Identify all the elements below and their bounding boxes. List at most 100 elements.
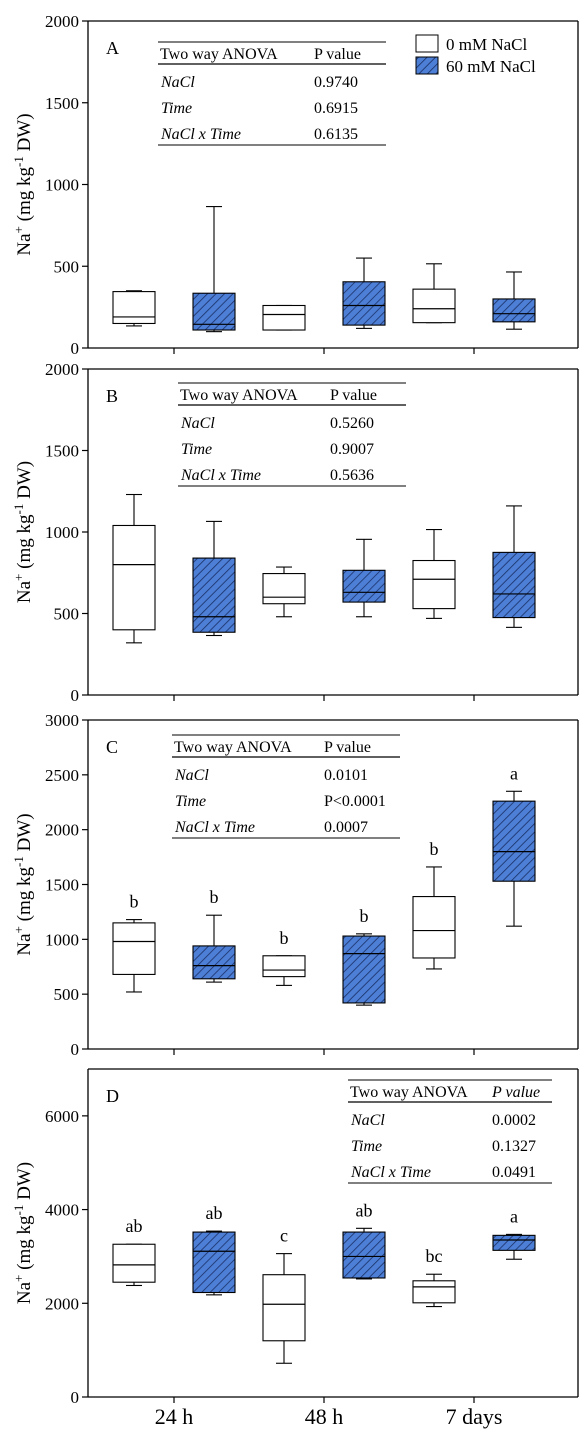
legend-swatch-control xyxy=(415,34,439,53)
y-axis-label-superscript: + xyxy=(11,226,26,233)
box-salt xyxy=(342,538,386,618)
y-axis-label-part: (mg kg xyxy=(14,866,35,926)
box-salt xyxy=(192,520,236,637)
anova-row-effect: NaCl xyxy=(174,767,209,784)
y-tick-label: 500 xyxy=(54,985,80,1004)
y-tick-label: 1000 xyxy=(45,523,79,542)
legend-swatch-salt xyxy=(415,56,439,75)
box-iqr xyxy=(342,1231,386,1279)
panel-letter: B xyxy=(106,386,118,406)
significance-letter: ab xyxy=(356,1200,373,1220)
anova-header-pvalue: P value xyxy=(491,1084,540,1101)
y-tick-label: 2500 xyxy=(45,766,79,785)
anova-row-pvalue: 0.9007 xyxy=(330,441,374,458)
y-axis-label-superscript: + xyxy=(11,926,26,933)
significance-letter: ab xyxy=(206,1203,223,1223)
anova-table: Two way ANOVA P value NaCl 0.0002 Time 0.1327… xyxy=(348,1079,552,1184)
anova-row-effect: Time xyxy=(351,1138,382,1155)
box-iqr xyxy=(412,559,456,610)
box-iqr xyxy=(492,800,536,882)
significance-letter: b xyxy=(130,892,139,912)
significance-letter: a xyxy=(510,1206,518,1226)
y-axis-label-part: (mg kg xyxy=(14,166,35,226)
box-iqr xyxy=(412,896,456,959)
y-axis-label-superscript: + xyxy=(11,574,26,581)
box-control xyxy=(262,304,306,331)
anova-row-pvalue: 0.0491 xyxy=(492,1164,536,1181)
significance-letter: b xyxy=(210,887,219,907)
y-axis-label-part: (mg kg xyxy=(14,514,35,574)
box-control xyxy=(412,1273,456,1308)
y-tick-label: 1000 xyxy=(45,176,79,195)
box-iqr xyxy=(412,1280,456,1304)
y-tick-label: 2000 xyxy=(45,1294,79,1313)
anova-header-effect: Two way ANOVA xyxy=(174,739,292,756)
box-salt xyxy=(342,1227,386,1280)
y-axis-label-superscript: -1 xyxy=(11,504,26,515)
y-tick-label: 0 xyxy=(71,686,80,705)
y-tick-label: 4000 xyxy=(45,1201,79,1220)
anova-row-effect: Time xyxy=(175,793,206,810)
box-iqr xyxy=(192,945,236,980)
x-tick-label-7days: 7 days xyxy=(446,1404,503,1429)
box-salt xyxy=(492,271,536,330)
panel-B: 0 500 1000 1500 2000 B Na+ (mg kg-1 DW) Two way… xyxy=(11,360,579,705)
significance-letter: b xyxy=(430,839,439,859)
box-salt xyxy=(192,206,236,333)
box-control xyxy=(412,263,456,324)
box-iqr xyxy=(412,288,456,324)
y-axis-label-superscript: -1 xyxy=(11,1205,26,1216)
anova-row-pvalue: 0.1327 xyxy=(492,1138,536,1155)
box-control xyxy=(262,955,306,986)
box-salt xyxy=(492,1233,536,1260)
anova-row-effect: NaCl x Time xyxy=(180,467,261,484)
significance-letter: ab xyxy=(126,1216,143,1236)
y-axis-label-part: DW) xyxy=(14,1162,35,1205)
y-axis-label: Na+ (mg kg-1 DW) xyxy=(11,813,35,955)
box-control xyxy=(112,493,156,644)
box-iqr xyxy=(492,298,536,323)
box-iqr xyxy=(112,922,156,975)
anova-row-pvalue: 0.5636 xyxy=(330,467,374,484)
anova-row-pvalue: 0.0007 xyxy=(324,819,368,836)
box-iqr xyxy=(192,557,236,633)
y-tick-label: 1500 xyxy=(45,876,79,895)
anova-row-effect: NaCl x Time xyxy=(160,126,241,143)
anova-row-effect: NaCl xyxy=(180,415,215,432)
box-iqr xyxy=(492,1234,536,1251)
y-axis-label-part: Na xyxy=(14,1281,35,1304)
y-axis-label-part: Na xyxy=(14,233,35,256)
box-iqr xyxy=(262,573,306,605)
anova-row-effect: NaCl xyxy=(160,74,195,91)
box-salt xyxy=(192,1230,236,1296)
y-tick-label: 500 xyxy=(54,605,80,624)
y-axis-label-superscript: + xyxy=(11,1275,26,1282)
box-iqr xyxy=(342,935,386,1004)
y-axis-label-part: (mg kg xyxy=(14,1215,35,1275)
box-control xyxy=(262,1253,306,1364)
significance-letter: a xyxy=(510,763,518,783)
anova-row-effect: Time xyxy=(161,100,192,117)
box-salt xyxy=(342,933,386,1006)
box-iqr xyxy=(262,955,306,978)
significance-letter: bc xyxy=(426,1246,443,1266)
anova-header-effect: Two way ANOVA xyxy=(160,46,278,63)
legend: 0 mM NaCl 60 mM NaCl xyxy=(415,34,536,76)
y-axis-label: Na+ (mg kg-1 DW) xyxy=(11,461,35,603)
panel-D: 0 2000 4000 6000 D Na+ (mg kg-1 DW) ab c bc ab ab a… xyxy=(11,1068,579,1407)
anova-header-effect: Two way ANOVA xyxy=(350,1084,468,1101)
box-iqr xyxy=(342,281,386,326)
y-tick-label: 3000 xyxy=(45,711,79,730)
anova-header-effect: Two way ANOVA xyxy=(180,387,298,404)
anova-header-pvalue: P value xyxy=(330,387,377,404)
panel-letter: D xyxy=(106,1086,119,1106)
anova-row-effect: NaCl x Time xyxy=(350,1164,431,1181)
significance-letter: b xyxy=(280,928,289,948)
y-axis-label-part: Na xyxy=(14,933,35,956)
box-salt xyxy=(342,257,386,329)
anova-row-effect: NaCl x Time xyxy=(174,819,255,836)
y-axis-label-superscript: -1 xyxy=(11,856,26,867)
significance-letter: b xyxy=(360,906,369,926)
box-iqr xyxy=(262,304,306,331)
